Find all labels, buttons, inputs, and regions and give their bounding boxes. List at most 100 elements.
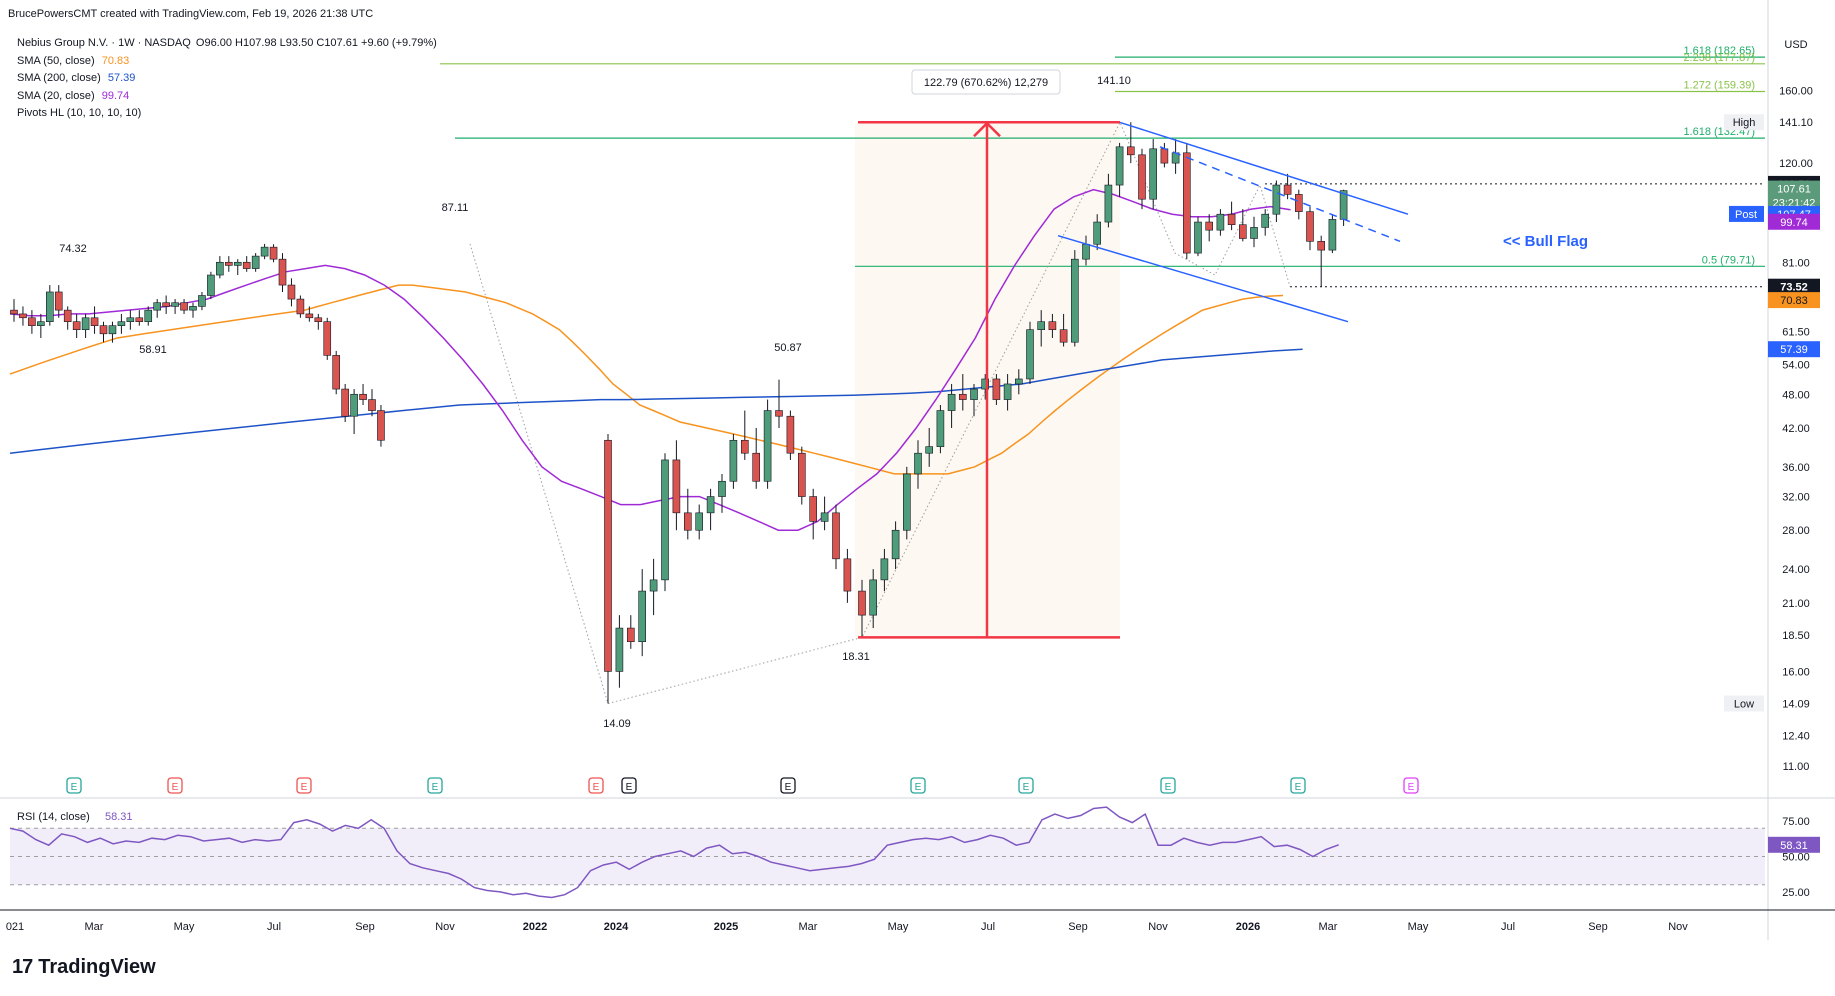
sma200-row[interactable]: SMA (200, close) 57.39 xyxy=(17,70,437,88)
candle-body xyxy=(958,393,967,400)
candle-body xyxy=(10,309,18,315)
sma50-row[interactable]: SMA (50, close) 70.83 xyxy=(17,53,437,71)
time-axis-label: 2024 xyxy=(604,921,629,933)
candle-body xyxy=(970,388,978,400)
candle-body xyxy=(135,317,144,322)
rsi-line xyxy=(9,806,1339,899)
time-axis-label: May xyxy=(174,921,195,933)
pivot-label: 58.91 xyxy=(139,344,167,356)
candle-body xyxy=(108,325,117,335)
sma20-label: SMA (20, close) xyxy=(17,89,95,102)
time-axis-label: 2026 xyxy=(1236,921,1260,933)
price-axis-label: 32.00 xyxy=(1782,492,1810,504)
sma200-value: 57.39 xyxy=(107,72,136,84)
candle-body xyxy=(1183,152,1191,254)
candle-body xyxy=(1205,221,1213,231)
time-axis-label: Jul xyxy=(1501,921,1515,933)
sma200-line xyxy=(9,348,1303,454)
earnings-event-icon xyxy=(621,777,637,794)
price-axis-tag xyxy=(1768,341,1820,358)
candle-body xyxy=(981,378,990,390)
low-tag xyxy=(1724,695,1764,712)
earnings-event-label: E xyxy=(172,782,179,793)
price-axis-label: 107.61 xyxy=(1777,184,1811,196)
candle-body xyxy=(947,393,956,411)
candle-body xyxy=(350,393,358,417)
rsi-value-tag xyxy=(1768,836,1820,853)
earnings-event-label: E xyxy=(1295,782,1302,793)
price-axis-label: 160.00 xyxy=(1779,86,1813,98)
chart-legend: Nebius Group N.V. · 1W · NASDAQ O96.00 H… xyxy=(17,35,437,123)
candle-body xyxy=(117,321,126,326)
earnings-event-label: E xyxy=(785,782,792,793)
candle-body xyxy=(63,309,72,322)
candle-body xyxy=(843,558,852,592)
candle-body xyxy=(1059,329,1068,343)
candle-body xyxy=(718,480,726,497)
candle-body xyxy=(323,321,332,356)
candle-body xyxy=(269,246,278,260)
chart-attribution: BrucePowersCMT created with TradingView.… xyxy=(8,8,374,20)
candle-body xyxy=(1037,321,1045,330)
earnings-event-label: E xyxy=(626,782,633,793)
candle-body xyxy=(1048,321,1057,330)
time-axis-label: May xyxy=(888,921,909,933)
price-axis-label: 16.00 xyxy=(1782,666,1810,678)
candle-body xyxy=(126,317,135,322)
earnings-event-icon xyxy=(588,777,604,794)
time-axis-label: Jul xyxy=(267,921,281,933)
price-axis-label: 57.39 xyxy=(1780,344,1808,356)
price-axis-label: 36.00 xyxy=(1782,462,1810,474)
rsi-label: RSI (14, close) xyxy=(17,811,90,823)
sma50-line xyxy=(9,284,1284,475)
candle-body xyxy=(902,473,911,531)
candle-body xyxy=(314,317,323,322)
earnings-event-label: E xyxy=(1023,782,1030,793)
measure-arrowhead xyxy=(973,121,1001,138)
earnings-event-icon xyxy=(427,777,443,794)
candle-body xyxy=(233,261,242,266)
candle-body xyxy=(359,393,367,400)
sma20-value: 99.74 xyxy=(101,89,130,102)
flag-lower-line xyxy=(1057,234,1349,323)
candle-body xyxy=(341,388,349,417)
price-axis-label: 24.00 xyxy=(1782,564,1810,576)
candle-body xyxy=(81,317,90,330)
earnings-event-icon xyxy=(1160,777,1176,794)
sma20-row[interactable]: SMA (20, close) 99.74 xyxy=(17,88,437,106)
candle-body xyxy=(626,627,635,643)
candle-body xyxy=(198,295,206,307)
tradingview-logo-text: TradingView xyxy=(38,956,156,978)
pivot-label: 74.32 xyxy=(59,243,87,255)
candle-body xyxy=(189,306,197,311)
rsi-value-label: 58.31 xyxy=(1780,840,1808,852)
candle-body xyxy=(242,261,251,269)
earnings-event-icon xyxy=(296,777,312,794)
candle-body xyxy=(706,496,715,514)
candle-body xyxy=(869,579,878,616)
price-axis-label: 61.50 xyxy=(1782,327,1810,339)
earnings-event-label: E xyxy=(593,782,600,793)
candle-body xyxy=(604,439,612,672)
candle-body xyxy=(207,274,215,296)
fib-label: 2.238 (177.87) xyxy=(1683,52,1755,64)
candle-body xyxy=(1272,184,1281,215)
earnings-event-label: E xyxy=(71,782,78,793)
earnings-event-icon xyxy=(910,777,926,794)
candle-body xyxy=(1306,211,1314,242)
candle-body xyxy=(1283,184,1292,195)
candle-body xyxy=(1093,221,1101,245)
rsi-axis-label: 50.00 xyxy=(1782,852,1810,864)
pivots-row[interactable]: Pivots HL (10, 10, 10, 10) xyxy=(17,105,437,123)
high-tag xyxy=(1724,114,1764,131)
symbol-row[interactable]: Nebius Group N.V. · 1W · NASDAQ O96.00 H… xyxy=(17,35,437,53)
candle-body xyxy=(180,302,188,311)
pivots-label: Pivots HL (10, 10, 10, 10) xyxy=(17,107,142,119)
candle-body xyxy=(162,302,170,307)
candle-body xyxy=(1115,146,1124,186)
candle-body xyxy=(305,313,314,319)
candle-body xyxy=(171,302,179,307)
candle-body xyxy=(1216,213,1225,231)
candle-body xyxy=(752,452,761,482)
